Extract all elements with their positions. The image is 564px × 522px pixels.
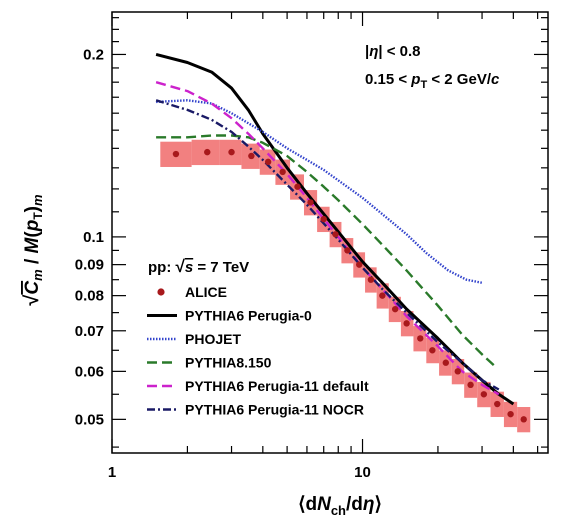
x-axis-title: ⟨dNch/dη⟩: [298, 494, 382, 518]
alice-point: [294, 183, 301, 190]
series-line-3: [156, 134, 497, 368]
tick-labels: 1 10 0.2 0.1 0.09 0.08 0.07 0.06 0.05: [75, 46, 371, 481]
legend-label-2: PHOJET: [185, 331, 241, 347]
alice-point: [417, 335, 424, 342]
y-tick-label: 0.06: [75, 363, 104, 380]
alice-points: [172, 148, 527, 423]
alice-point: [391, 305, 399, 313]
series-line-2: [156, 99, 483, 284]
alice-point: [307, 199, 314, 206]
alice-point: [320, 215, 327, 223]
eta-cut-annotation: |η| < 0.8: [365, 43, 421, 60]
plot-frame: [111, 11, 549, 454]
x-tick-label: 1: [108, 464, 116, 481]
alice-point: [442, 359, 450, 366]
system-annotation: pp: √s = 7 TeV: [148, 257, 249, 276]
legend: ALICE PYTHIA6 Perugia-0 PHOJET PYTHIA8.150 P…: [147, 284, 369, 418]
alice-point: [403, 320, 410, 327]
series-line-1: [155, 52, 515, 406]
legend-label-0: ALICE: [185, 284, 227, 300]
y-axis-title: √Cm / M(pT)m: [21, 194, 45, 306]
alice-point: [279, 168, 286, 176]
y-tick-label: 0.1: [83, 229, 104, 246]
y-tick-label: 0.05: [75, 411, 104, 428]
y-tick-label: 0.08: [75, 288, 104, 305]
alice-point: [429, 347, 436, 354]
alice-point: [480, 391, 488, 398]
alice-point: [507, 410, 514, 418]
legend-label-4: PYTHIA6 Perugia-11 default: [185, 378, 369, 394]
alice-point: [520, 416, 527, 423]
legend-label-5: PYTHIA6 Perugia-11 NOCR: [185, 402, 364, 418]
alice-point: [172, 150, 180, 158]
alice-point: [228, 148, 235, 156]
series-line-5: [155, 99, 500, 391]
alice-point: [204, 148, 211, 156]
y-tick-label: 0.2: [83, 46, 104, 63]
y-tick-label: 0.07: [75, 323, 104, 340]
x-tick-label: 10: [354, 464, 371, 481]
alice-point: [467, 381, 474, 389]
alice-point: [494, 400, 501, 408]
legend-label-3: PYTHIA8.150: [185, 355, 272, 371]
alice-point: [344, 247, 351, 254]
alice-point: [356, 261, 363, 268]
model-curves: [155, 52, 515, 406]
alice-point: [332, 231, 339, 238]
legend-label-1: PYTHIA6 Perugia-0: [185, 308, 312, 324]
legend-marker-alice: [157, 288, 165, 296]
alice-point: [264, 158, 272, 166]
y-tick-label: 0.09: [75, 257, 104, 274]
alice-point: [379, 292, 386, 299]
alice-point: [454, 368, 461, 375]
alice-point: [367, 276, 375, 283]
axis-ticks: [111, 12, 548, 453]
pt-cut-annotation: 0.15 < pT < 2 GeV/c: [365, 71, 500, 91]
alice-point: [248, 152, 255, 160]
